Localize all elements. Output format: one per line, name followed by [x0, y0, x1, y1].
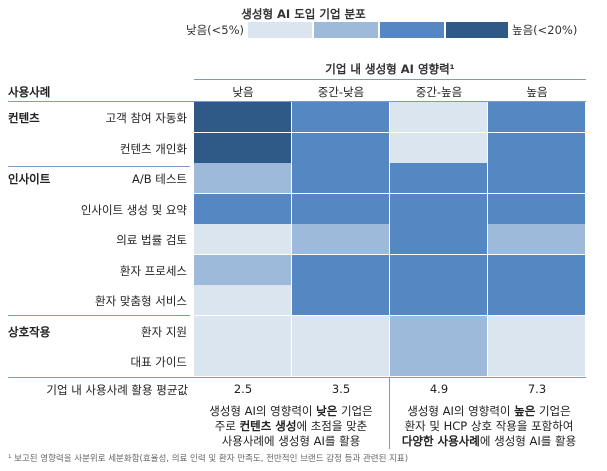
heatmap-cell	[292, 224, 390, 255]
heatmap-cell	[390, 346, 488, 377]
heatmap-cell	[488, 254, 586, 286]
row-header-title: 사용사례	[8, 85, 51, 99]
row-label: 환자 지원	[141, 324, 187, 339]
heatmap-cell	[292, 285, 390, 316]
legend-swatch-1	[248, 22, 312, 38]
heatmap-cell	[194, 285, 292, 316]
note-left-text: 사용사례에 생성형 AI를 활용	[221, 434, 361, 448]
group-divider-2	[8, 315, 190, 316]
column-header-mid-low: 중간-낮음	[317, 85, 365, 99]
heatmap-cell	[488, 224, 586, 255]
row-label: 환자 맞춤형 서비스	[95, 294, 187, 308]
legend-high-label: 높음(<20%)	[512, 23, 578, 37]
heatmap-cell	[194, 163, 292, 194]
note-right-text: 생성형 AI의 영향력이	[407, 404, 515, 418]
note-right: 생성형 AI의 영향력이 높은 기업은 환자 및 HCP 상호 작용을 포함하여…	[392, 404, 586, 449]
note-right-text: 환자 및 HCP 상호 작용을 포함하여	[404, 419, 574, 433]
column-header-high: 높음	[526, 85, 548, 99]
heatmap-cell	[194, 132, 292, 164]
super-header-rule	[194, 79, 586, 80]
heatmap-cell	[390, 254, 488, 286]
note-right-emphasis: 다양한 사용사례	[401, 434, 480, 448]
heatmap-cell	[390, 224, 488, 255]
average-value-high: 7.3	[527, 382, 547, 396]
heatmap-cell	[488, 346, 586, 377]
note-left-text: 생성형 AI의 영향력이	[209, 404, 317, 418]
legend-low-label: 낮음(<5%)	[185, 23, 244, 37]
heatmap-cell	[194, 102, 292, 133]
note-left-text: 주로	[214, 419, 240, 433]
heatmap-cell	[390, 315, 488, 347]
column-header-mid-high: 중간-높음	[415, 85, 463, 99]
heatmap-cell	[292, 102, 390, 133]
group-divider-1	[8, 166, 190, 167]
row-label: 환자 프로세스	[119, 263, 187, 278]
heatmap-cell	[292, 315, 390, 347]
average-value-mid-high: 4.9	[429, 382, 449, 396]
legend-title: 생성형 AI 도입 기업 분포	[241, 7, 366, 21]
heatmap-cell	[292, 132, 390, 164]
legend-swatch-4	[446, 22, 508, 38]
heatmap-cell	[194, 254, 292, 286]
average-value-low: 2.5	[233, 382, 253, 396]
column-divider	[389, 377, 390, 449]
legend-swatch-3	[380, 22, 444, 38]
heatmap-cell	[488, 163, 586, 194]
row-label: 대표 가이드	[130, 355, 187, 369]
group-label: 컨텐츠	[8, 111, 40, 125]
heatmap-cell	[292, 346, 390, 377]
heatmap-cell	[194, 315, 292, 347]
heatmap-cell	[488, 285, 586, 316]
row-label: 인사이트 생성 및 요약	[80, 202, 187, 217]
note-left: 생성형 AI의 영향력이 낮은 기업은 주로 컨텐츠 생성에 초점을 맞춘 사용…	[194, 404, 388, 449]
heatmap-cell	[390, 193, 488, 225]
average-label: 기업 내 사용사례 활용 평균값	[46, 383, 188, 397]
footnote: ¹ 보고된 영향력을 사분위로 세분화함(효율성, 의료 인력 및 환자 만족도…	[8, 454, 409, 464]
note-right-text: 기업은	[535, 404, 571, 418]
legend-swatch-2	[314, 22, 378, 38]
heatmap-cell	[390, 132, 488, 164]
header-rule	[8, 101, 586, 102]
note-left-emphasis: 낮은	[316, 404, 338, 418]
average-value-mid-low: 3.5	[331, 382, 351, 396]
note-right-emphasis: 높은	[514, 404, 536, 418]
heatmap-cell	[292, 163, 390, 194]
row-label: 고객 참여 자동화	[105, 111, 187, 125]
average-rule	[8, 377, 586, 378]
heatmap-cell	[194, 193, 292, 225]
group-label: 인사이트	[8, 172, 51, 186]
heatmap-cell	[488, 193, 586, 225]
row-label: 컨텐츠 개인화	[119, 141, 187, 156]
row-label: A/B 테스트	[131, 172, 187, 186]
heatmap-cell	[390, 102, 488, 133]
heatmap-cell	[390, 163, 488, 194]
heatmap-cell	[194, 224, 292, 255]
heatmap-cell	[292, 193, 390, 225]
column-header-low: 낮음	[232, 85, 254, 99]
heatmap-cell	[488, 102, 586, 133]
column-super-header: 기업 내 생성형 AI 영향력¹	[325, 62, 455, 76]
note-left-emphasis: 컨텐츠 생성	[239, 419, 297, 433]
note-left-text: 에 초점을 맞춘	[296, 419, 368, 433]
heatmap-cell	[390, 285, 488, 316]
heatmap-cell	[292, 254, 390, 286]
heatmap-cell	[488, 315, 586, 347]
note-left-text: 기업은	[337, 404, 373, 418]
row-label: 의료 법률 검토	[116, 233, 187, 247]
note-right-text: 에 생성형 AI를 활용	[479, 434, 577, 448]
group-label: 상호작용	[8, 324, 51, 339]
heatmap-cell	[194, 346, 292, 377]
heatmap-cell	[488, 132, 586, 164]
